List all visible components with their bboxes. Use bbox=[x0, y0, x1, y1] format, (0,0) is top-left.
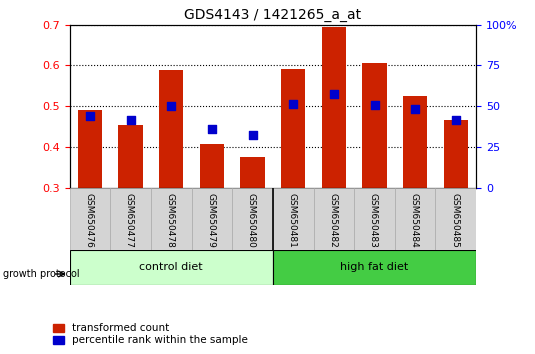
Bar bbox=[314, 188, 354, 250]
Text: GSM650477: GSM650477 bbox=[125, 193, 134, 247]
Bar bbox=[118, 125, 143, 188]
Legend: transformed count, percentile rank within the sample: transformed count, percentile rank withi… bbox=[54, 323, 248, 345]
Bar bbox=[200, 144, 224, 188]
Bar bbox=[232, 188, 273, 250]
Text: GSM650476: GSM650476 bbox=[84, 193, 93, 247]
Text: GSM650478: GSM650478 bbox=[165, 193, 174, 247]
Bar bbox=[273, 250, 476, 285]
Bar bbox=[159, 70, 184, 188]
Point bbox=[208, 126, 216, 131]
Point bbox=[167, 103, 175, 109]
Text: GSM650481: GSM650481 bbox=[287, 193, 296, 247]
Text: control diet: control diet bbox=[140, 262, 203, 272]
Title: GDS4143 / 1421265_a_at: GDS4143 / 1421265_a_at bbox=[184, 8, 362, 22]
Point bbox=[411, 107, 419, 112]
Bar bbox=[403, 96, 427, 188]
Bar bbox=[273, 188, 314, 250]
Text: GSM650485: GSM650485 bbox=[450, 193, 459, 247]
Point bbox=[289, 101, 297, 107]
Text: high fat diet: high fat diet bbox=[340, 262, 409, 272]
Bar bbox=[395, 188, 435, 250]
Text: GSM650479: GSM650479 bbox=[206, 193, 215, 247]
Bar bbox=[435, 188, 476, 250]
Point bbox=[330, 91, 338, 97]
Point bbox=[86, 114, 94, 119]
Point bbox=[248, 132, 257, 138]
Text: GSM650480: GSM650480 bbox=[247, 193, 256, 247]
Bar bbox=[354, 188, 395, 250]
Bar bbox=[322, 27, 346, 188]
Bar bbox=[78, 110, 102, 188]
Bar bbox=[362, 63, 387, 188]
Bar bbox=[240, 157, 265, 188]
Text: growth protocol: growth protocol bbox=[3, 269, 79, 279]
Text: GSM650483: GSM650483 bbox=[369, 193, 378, 247]
Bar bbox=[281, 69, 305, 188]
Point bbox=[452, 117, 460, 122]
Text: GSM650482: GSM650482 bbox=[328, 193, 337, 247]
Bar bbox=[444, 120, 468, 188]
Point bbox=[370, 102, 379, 108]
Text: GSM650484: GSM650484 bbox=[409, 193, 418, 247]
Bar bbox=[110, 188, 151, 250]
Bar bbox=[70, 250, 273, 285]
Bar bbox=[70, 188, 110, 250]
Bar bbox=[151, 188, 192, 250]
Bar bbox=[192, 188, 232, 250]
Point bbox=[126, 118, 135, 123]
